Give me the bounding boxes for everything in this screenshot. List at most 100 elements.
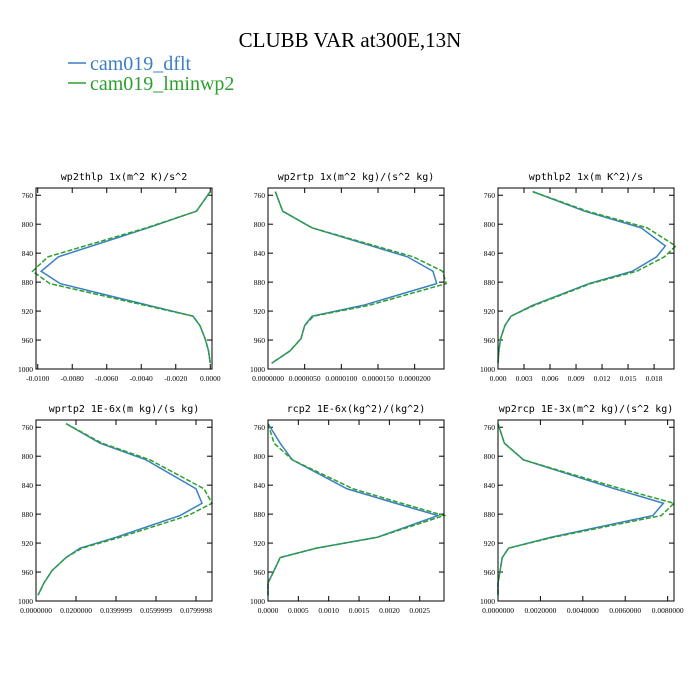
x-tick-label: -0.0100	[26, 374, 49, 383]
y-tick-label: 960	[254, 568, 266, 577]
x-tick-label: 0.0025	[409, 606, 430, 615]
y-tick-label: 920	[22, 539, 34, 548]
x-tick-label: 0.006	[542, 374, 559, 383]
x-tick-label: 0.0000050	[289, 374, 321, 383]
y-tick-label: 840	[484, 481, 496, 490]
x-tick-label: 0.000	[490, 374, 507, 383]
x-tick-label: -0.0020	[164, 374, 187, 383]
x-tick-label: -0.0040	[130, 374, 153, 383]
series-line	[497, 190, 667, 364]
series-line	[31, 191, 212, 364]
x-tick-label: 0.0000150	[362, 374, 394, 383]
series-line	[497, 190, 677, 364]
y-tick-label: 880	[22, 278, 34, 287]
y-tick-label: 760	[484, 423, 496, 432]
y-tick-label: 800	[22, 452, 34, 461]
y-tick-label: 960	[22, 336, 34, 345]
x-tick-label: 0.015	[620, 374, 637, 383]
series-line	[267, 423, 447, 596]
x-tick-label: 0.0020000	[524, 606, 556, 615]
plot-frame	[497, 419, 675, 602]
y-tick-label: 920	[254, 307, 266, 316]
x-tick-label: 0.0599999	[140, 606, 172, 615]
plot-frame	[35, 419, 213, 602]
y-tick-label: 800	[484, 452, 496, 461]
x-tick-label: 0.0000200	[399, 374, 431, 383]
y-tick-label: 800	[22, 220, 34, 229]
series-line	[271, 191, 438, 364]
panel-title: rcp2 1E-6x(kg^2)/(kg^2)	[287, 404, 425, 415]
x-tick-label: 0.003	[516, 374, 533, 383]
y-tick-label: 880	[254, 278, 266, 287]
x-tick-label: 0.0399999	[100, 606, 132, 615]
y-tick-label: 880	[254, 510, 266, 519]
y-tick-label: 1000	[18, 365, 33, 374]
x-tick-label: 0.0000000	[482, 606, 514, 615]
y-tick-label: 1000	[250, 365, 265, 374]
y-tick-label: 840	[484, 249, 496, 258]
y-tick-label: 920	[22, 307, 34, 316]
x-tick-label: 0.0799998	[180, 606, 212, 615]
figure-title: CLUBB VAR at300E,13N	[239, 28, 462, 52]
plot-frame	[267, 419, 445, 602]
panel-title: wp2thlp 1x(m^2 K)/s^2	[61, 172, 187, 183]
x-tick-label: 0.0200000	[60, 606, 92, 615]
panel-title: wp2rtp 1x(m^2 kg)/(s^2 kg)	[278, 172, 435, 183]
y-tick-label: 840	[22, 481, 34, 490]
x-tick-label: 0.009	[568, 374, 585, 383]
y-tick-label: 760	[254, 191, 266, 200]
panel-title: wp2rcp 1E-3x(m^2 kg)/(s^2 kg)	[499, 404, 674, 415]
x-tick-label: 0.018	[646, 374, 663, 383]
y-tick-label: 880	[484, 510, 496, 519]
x-tick-label: 0.0080000	[652, 606, 684, 615]
y-tick-label: 1000	[250, 597, 265, 606]
legend-label: cam019_lminwp2	[90, 73, 234, 95]
series-line	[497, 423, 665, 596]
y-tick-label: 840	[22, 249, 34, 258]
y-tick-label: 880	[22, 510, 34, 519]
y-tick-label: 840	[254, 481, 266, 490]
x-tick-label: 0.0000000	[20, 606, 52, 615]
x-tick-label: 0.0000100	[325, 374, 357, 383]
series-line	[271, 191, 448, 364]
x-tick-label: 0.0000000	[252, 374, 284, 383]
legend-label: cam019_dflt	[90, 53, 192, 75]
y-tick-label: 760	[484, 191, 496, 200]
y-tick-label: 960	[22, 568, 34, 577]
y-tick-label: 1000	[480, 365, 495, 374]
plot-frame	[35, 187, 213, 370]
series-line	[267, 423, 441, 596]
y-tick-label: 1000	[480, 597, 495, 606]
y-tick-label: 920	[484, 539, 496, 548]
panel-title: wpthlp2 1x(m K^2)/s	[529, 172, 643, 183]
y-tick-label: 920	[254, 539, 266, 548]
x-tick-label: 0.0015	[349, 606, 370, 615]
y-tick-label: 960	[254, 336, 266, 345]
y-tick-label: 800	[484, 220, 496, 229]
y-tick-label: 840	[254, 249, 266, 258]
series-line	[37, 422, 214, 596]
panel-title: wprtp2 1E-6x(m kg)/(s kg)	[49, 404, 200, 415]
series-line	[497, 423, 676, 596]
plot-frame	[497, 187, 675, 370]
x-tick-label: -0.0080	[61, 374, 84, 383]
y-tick-label: 960	[484, 568, 496, 577]
y-tick-label: 880	[484, 278, 496, 287]
y-tick-label: 760	[254, 423, 266, 432]
y-tick-label: 800	[254, 220, 266, 229]
y-tick-label: 960	[484, 336, 496, 345]
y-tick-label: 920	[484, 307, 496, 316]
y-tick-label: 760	[22, 191, 34, 200]
x-tick-label: 0.0010	[318, 606, 339, 615]
x-tick-label: 0.0000	[258, 606, 279, 615]
y-tick-label: 800	[254, 452, 266, 461]
x-tick-label: 0.0020	[379, 606, 400, 615]
x-tick-label: 0.0005	[288, 606, 309, 615]
plot-frame	[267, 187, 445, 370]
y-tick-label: 1000	[18, 597, 33, 606]
y-tick-label: 760	[22, 423, 34, 432]
x-tick-label: -0.0060	[95, 374, 118, 383]
x-tick-label: 0.0000	[200, 374, 221, 383]
series-line	[39, 191, 212, 364]
